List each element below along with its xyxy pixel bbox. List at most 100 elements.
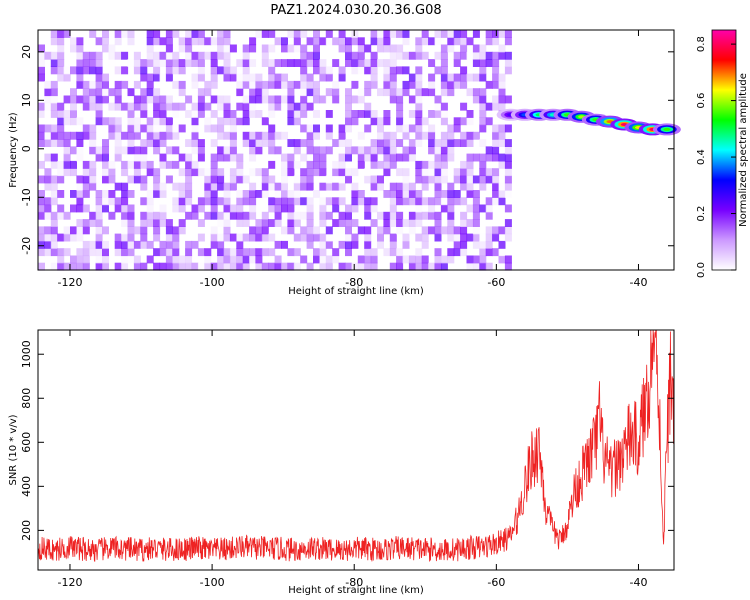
heatmap-cell [498,197,506,206]
heatmap-cell [325,197,333,206]
heatmap-cell [63,73,71,82]
heatmap-cell [82,175,90,184]
heatmap-cell [44,153,52,162]
heatmap-cell [153,131,161,140]
y-tick-label: 1000 [20,340,33,368]
heatmap-cell [236,233,244,242]
heatmap-cell [396,88,404,97]
heatmap-cell [332,139,340,147]
heatmap-cell [383,219,391,227]
heatmap-cell [389,197,397,206]
heatmap-cell [217,117,225,126]
heatmap-cell [383,146,391,155]
heatmap-cell [440,66,448,75]
heatmap-cell [440,190,448,198]
heatmap-cell [76,219,84,227]
heatmap-cell [140,197,148,206]
heatmap-cell [287,204,295,213]
heatmap-cell [76,197,84,206]
heatmap-cell [223,233,231,242]
heatmap-cell [479,88,487,97]
heatmap-cell [89,80,97,89]
heatmap-cell [447,131,455,140]
heatmap-cell [389,160,397,169]
heatmap-cell [44,131,52,140]
heatmap-cell [345,262,352,271]
heatmap-cell [197,95,205,104]
heatmap-cell [396,51,404,60]
heatmap-cell [89,240,97,249]
heatmap-cell [357,37,365,46]
heatmap-cell [38,240,45,249]
heatmap-cell [89,102,97,111]
heatmap-cell [76,248,84,257]
heatmap-cell [38,204,45,213]
heatmap-cell [453,168,461,177]
heatmap-cell [268,197,276,206]
heatmap-cell [492,37,500,46]
heatmap-cell [146,139,154,147]
heatmap-cell [370,117,378,126]
heatmap-cell [377,44,384,53]
heatmap-cell [428,131,436,140]
heatmap-cell [396,124,404,133]
heatmap-cell [300,102,308,111]
heatmap-cell [236,204,244,213]
heatmap-cell [287,59,295,67]
heatmap-cell [165,51,173,60]
heatmap-cell [396,226,404,235]
heatmap-cell [108,59,116,67]
heatmap-cell [127,146,135,155]
heatmap-cell [485,102,493,111]
heatmap-cell [114,66,122,75]
heatmap-cell [332,95,340,104]
heatmap-cell [185,190,193,198]
heatmap-cell [434,37,442,46]
heatmap-cell [57,51,65,60]
heatmap-cell [268,95,276,104]
heatmap-cell [492,102,500,111]
heatmap-cell [421,255,429,264]
heatmap-cell [114,248,122,257]
heatmap-cell [383,131,391,140]
heatmap-cell [50,160,58,169]
y-tick-label: 600 [20,432,33,453]
heatmap-cell [172,248,180,257]
heatmap-cell [242,73,250,82]
heatmap-cell [428,197,436,206]
heatmap-cell [370,160,378,169]
heatmap-cell [229,211,237,220]
heatmap-cell [210,51,218,60]
heatmap-cell [159,219,167,227]
heatmap-cell [44,240,52,249]
heatmap-cell [249,168,257,177]
heatmap-cell [377,175,384,184]
heatmap-cell [153,226,161,235]
heatmap-cell [434,197,442,206]
heatmap-cell [396,110,404,118]
heatmap-cell [140,146,148,155]
heatmap-cell [217,37,225,46]
heatmap-cell [57,117,65,126]
heatmap-cell [389,262,397,271]
heatmap-cell [293,248,301,257]
heatmap-cell [428,262,436,271]
heatmap-cell [472,190,480,198]
heatmap-cell [498,226,506,235]
heatmap-cell [434,226,442,235]
heatmap-cell [479,262,487,271]
heatmap-cell [76,37,84,46]
heatmap-cell [415,262,423,271]
heatmap-cell [415,255,423,264]
heatmap-cell [57,160,65,169]
heatmap-cell [415,124,423,133]
heatmap-cell [447,124,455,133]
heatmap-cell [396,102,404,111]
heatmap-cell [146,190,154,198]
heatmap-cell [50,190,58,198]
heatmap-cell [255,80,263,89]
heatmap-cell [229,262,237,271]
heatmap-cell [504,262,512,271]
heatmap-cell [377,117,384,126]
